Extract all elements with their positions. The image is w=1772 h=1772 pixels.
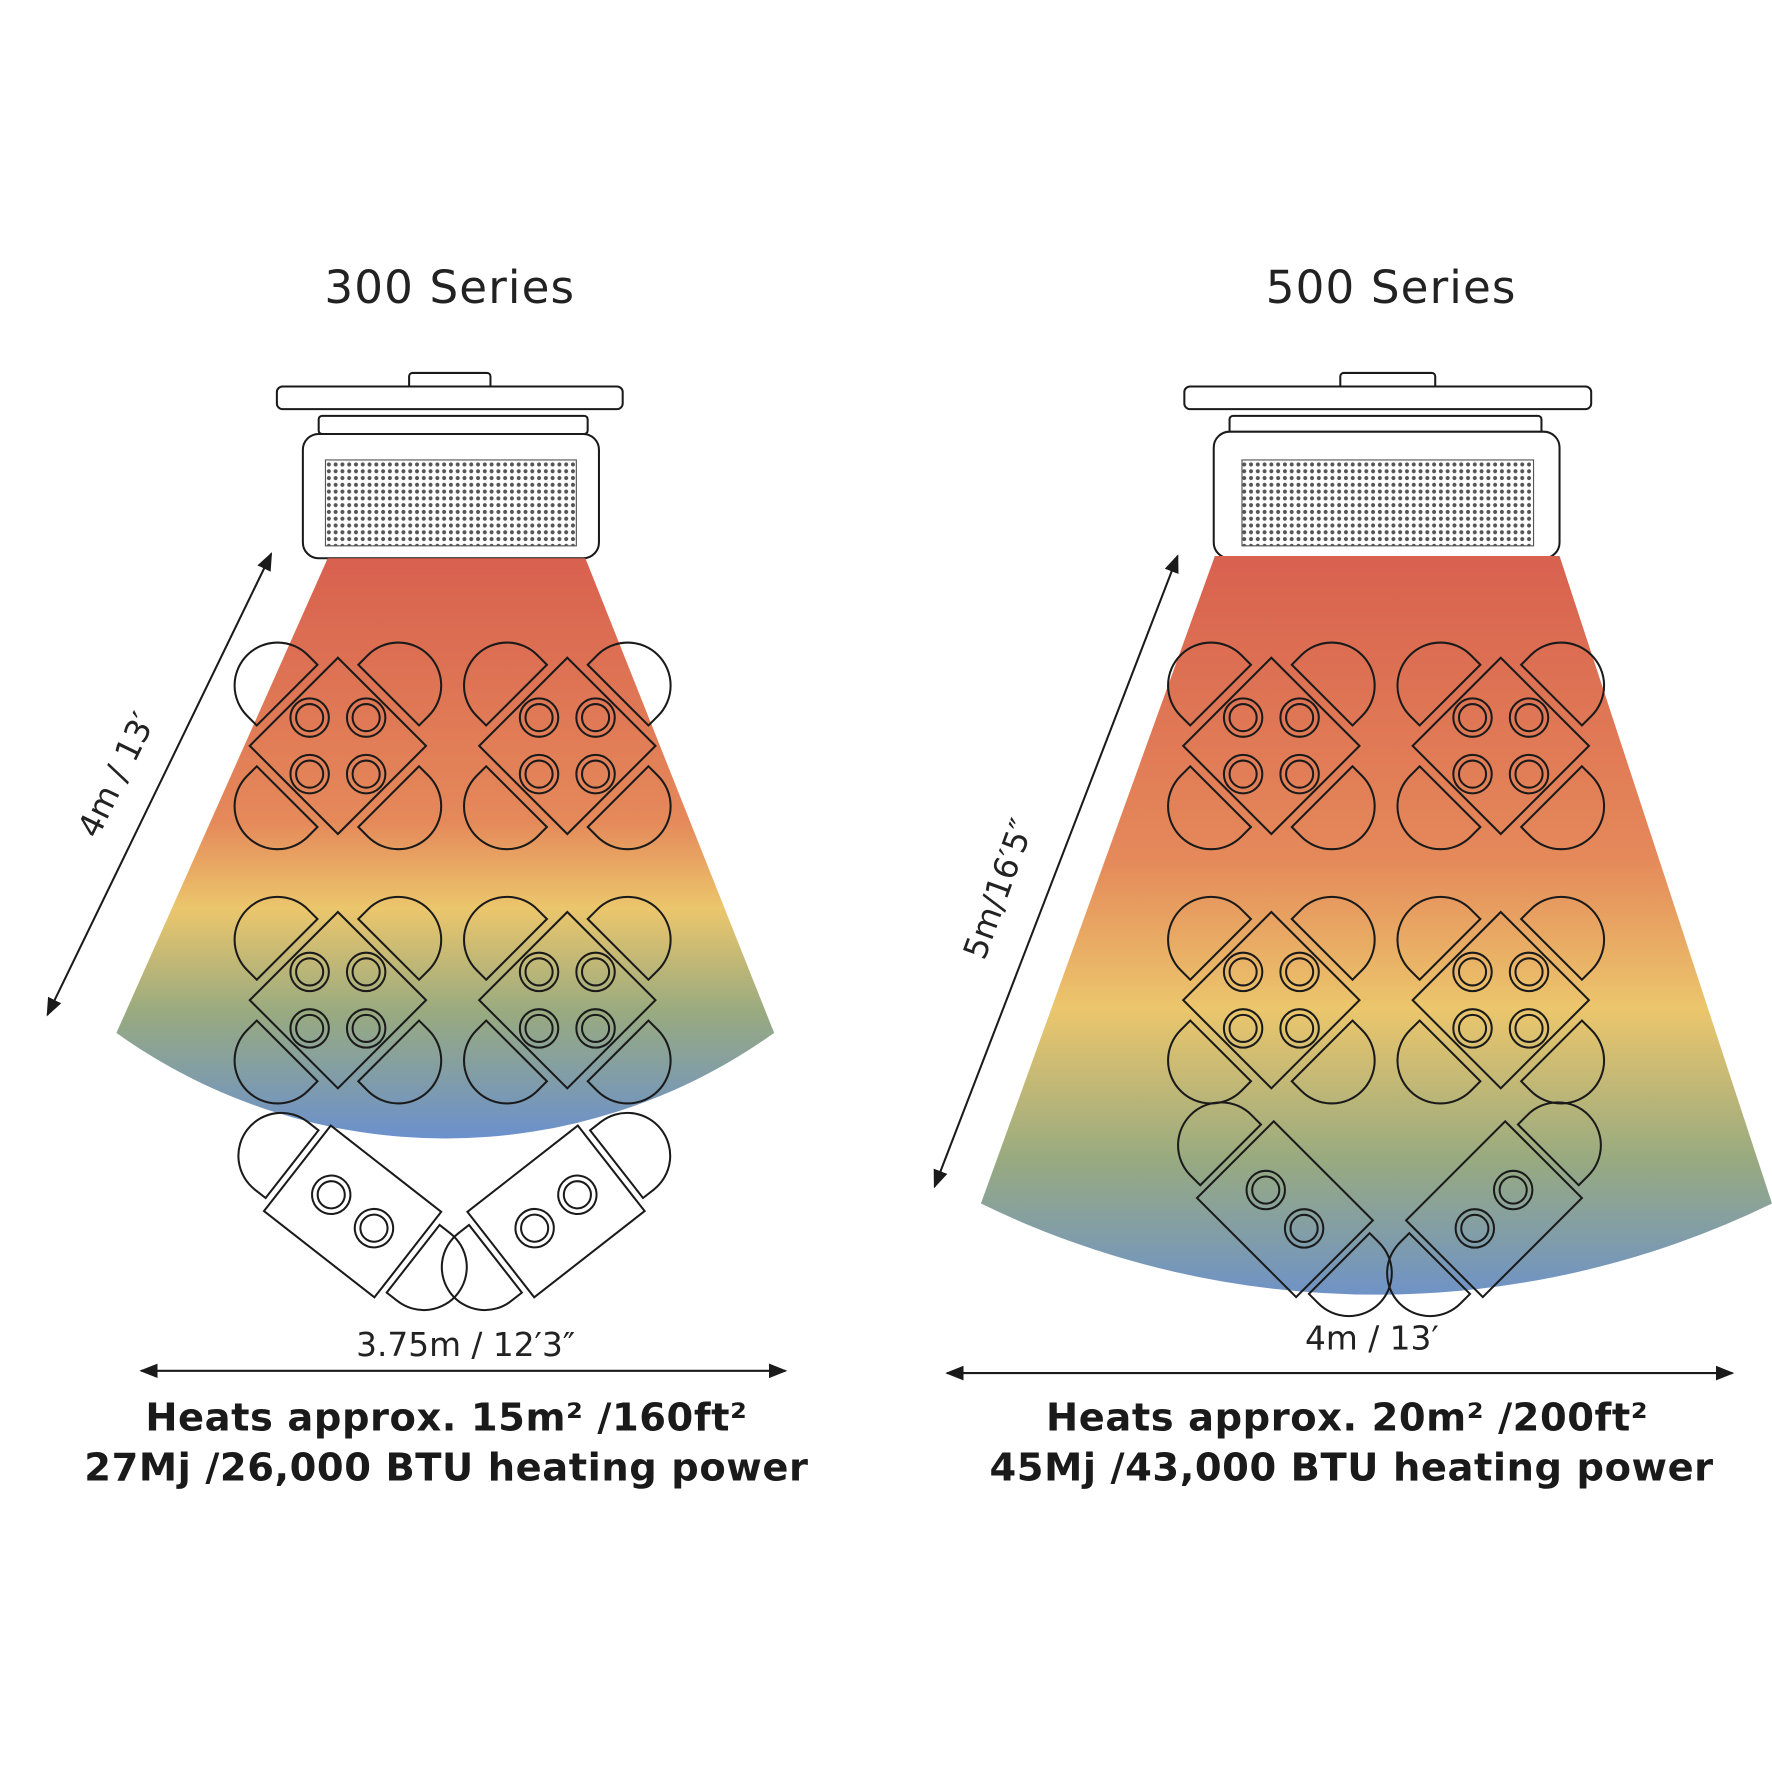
heat-zone bbox=[116, 558, 775, 1139]
panel-300: 300 Series 4m / 13′ 3.75m / 12′3″ Heats … bbox=[46, 261, 808, 1490]
panel-title: 500 Series bbox=[1266, 261, 1517, 314]
depth-arrow bbox=[933, 554, 1179, 1189]
coverage: Heats approx. 15m² /160ft² bbox=[145, 1396, 747, 1441]
power: 27Mj /26,000 BTU heating power bbox=[84, 1445, 808, 1490]
heater bbox=[1183, 371, 1593, 560]
power: 45Mj /43,000 BTU heating power bbox=[990, 1445, 1714, 1490]
width-label: 3.75m / 12′3″ bbox=[356, 1326, 575, 1364]
shape bbox=[1241, 459, 1535, 547]
shape bbox=[275, 385, 624, 411]
depth-label: 4m / 13′ bbox=[70, 706, 163, 843]
heater bbox=[275, 371, 624, 560]
panel-title: 300 Series bbox=[324, 261, 575, 314]
shape bbox=[324, 459, 577, 547]
coverage: Heats approx. 20m² /200ft² bbox=[1046, 1396, 1648, 1441]
shape bbox=[317, 414, 589, 435]
width-label: 4m / 13′ bbox=[1305, 1319, 1439, 1357]
heat-zone bbox=[980, 556, 1772, 1295]
panel-500: 500 Series 5m/16′5″ 4m / 13′ Heats appro… bbox=[933, 261, 1772, 1490]
shape bbox=[1183, 385, 1593, 411]
depth-arrow bbox=[46, 552, 273, 1017]
